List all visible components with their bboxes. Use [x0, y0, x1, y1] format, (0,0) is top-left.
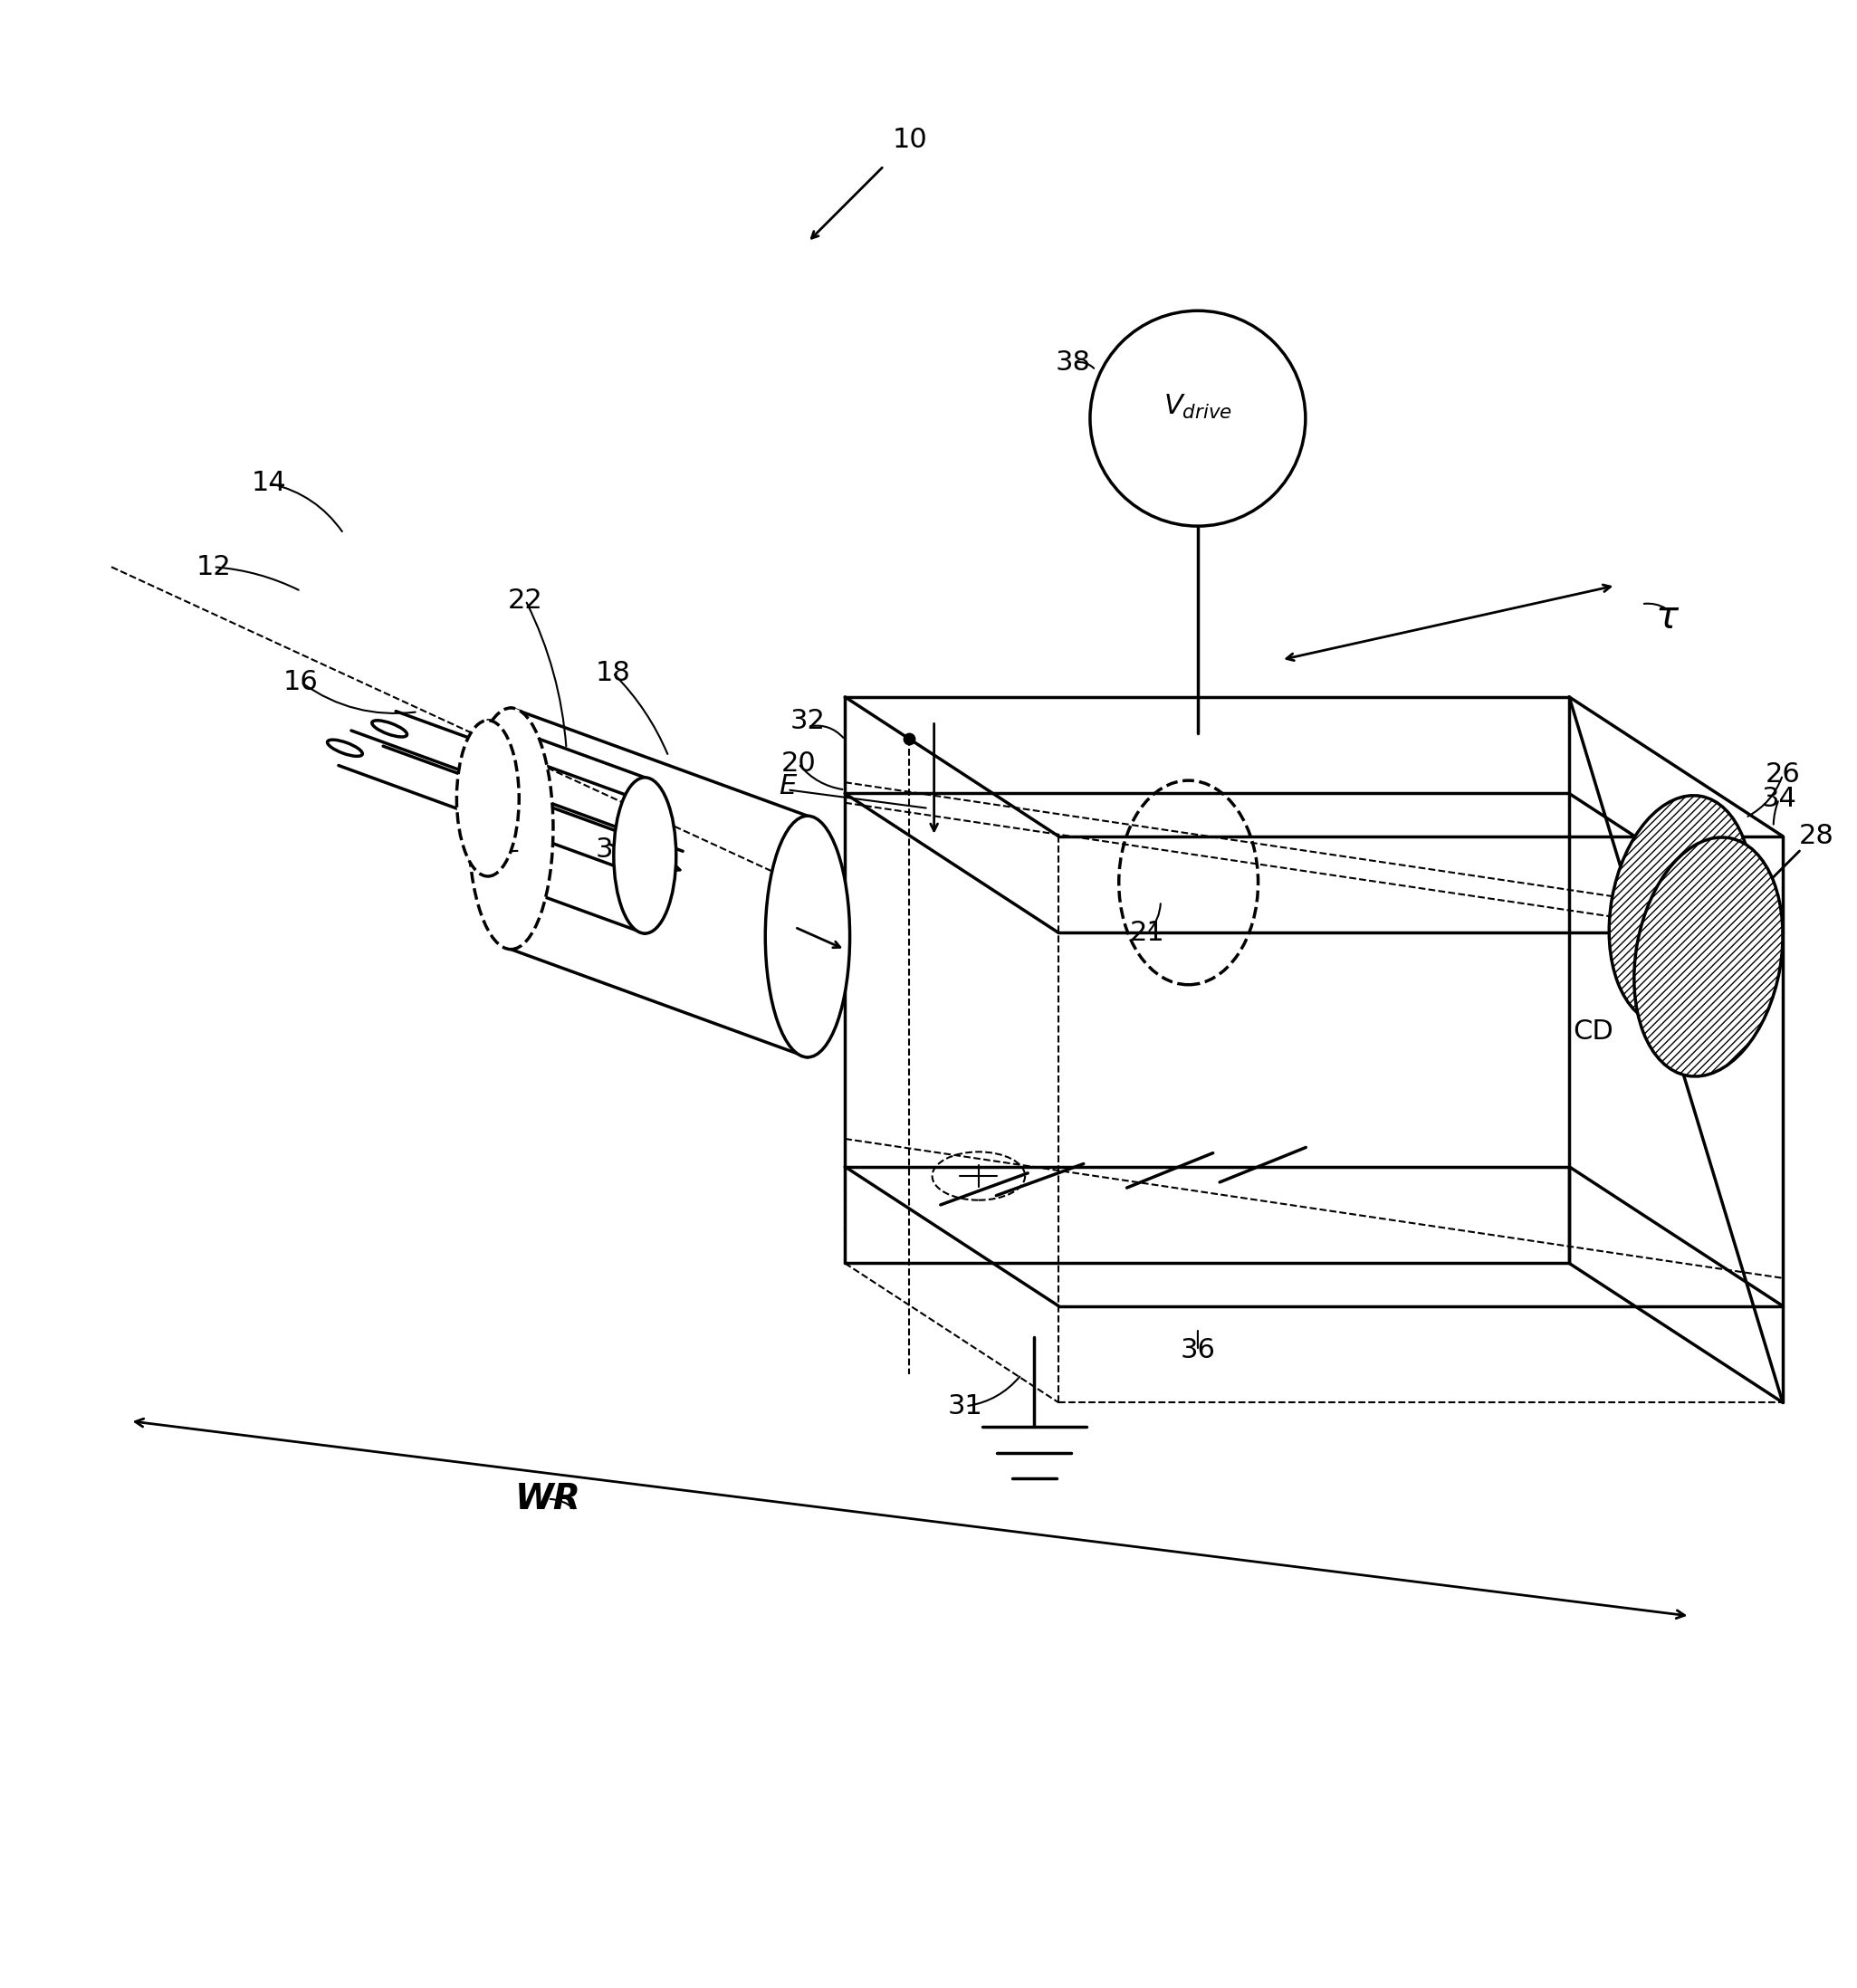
Text: 32: 32 [791, 708, 825, 734]
Text: 26: 26 [1766, 761, 1799, 787]
Ellipse shape [765, 815, 851, 1058]
Text: 28: 28 [1799, 823, 1833, 849]
Text: d: d [477, 855, 496, 881]
Text: 30: 30 [596, 837, 630, 863]
Text: 14: 14 [253, 471, 286, 497]
Text: 18: 18 [596, 660, 630, 686]
Text: 12: 12 [197, 555, 230, 580]
Text: 31: 31 [949, 1394, 982, 1419]
Text: WR: WR [514, 1481, 581, 1517]
Text: 10: 10 [893, 127, 927, 153]
Text: $\tau$: $\tau$ [1655, 598, 1681, 636]
Ellipse shape [371, 720, 407, 738]
Text: 38: 38 [1055, 350, 1092, 376]
Ellipse shape [327, 740, 362, 755]
Ellipse shape [613, 777, 676, 934]
Ellipse shape [468, 708, 553, 950]
Text: E: E [778, 773, 797, 799]
Text: 34: 34 [1762, 785, 1796, 813]
Text: 16: 16 [284, 668, 318, 696]
Text: 36: 36 [1181, 1338, 1214, 1364]
Text: 20: 20 [782, 751, 815, 777]
Ellipse shape [1634, 837, 1783, 1076]
Text: 22: 22 [509, 586, 542, 614]
Ellipse shape [1610, 795, 1751, 1026]
Circle shape [1090, 310, 1305, 527]
Text: $\mathit{V}_{drive}$: $\mathit{V}_{drive}$ [1162, 394, 1233, 421]
Text: CD: CD [1573, 1018, 1614, 1044]
Ellipse shape [457, 720, 520, 877]
Text: 21: 21 [1131, 920, 1164, 946]
